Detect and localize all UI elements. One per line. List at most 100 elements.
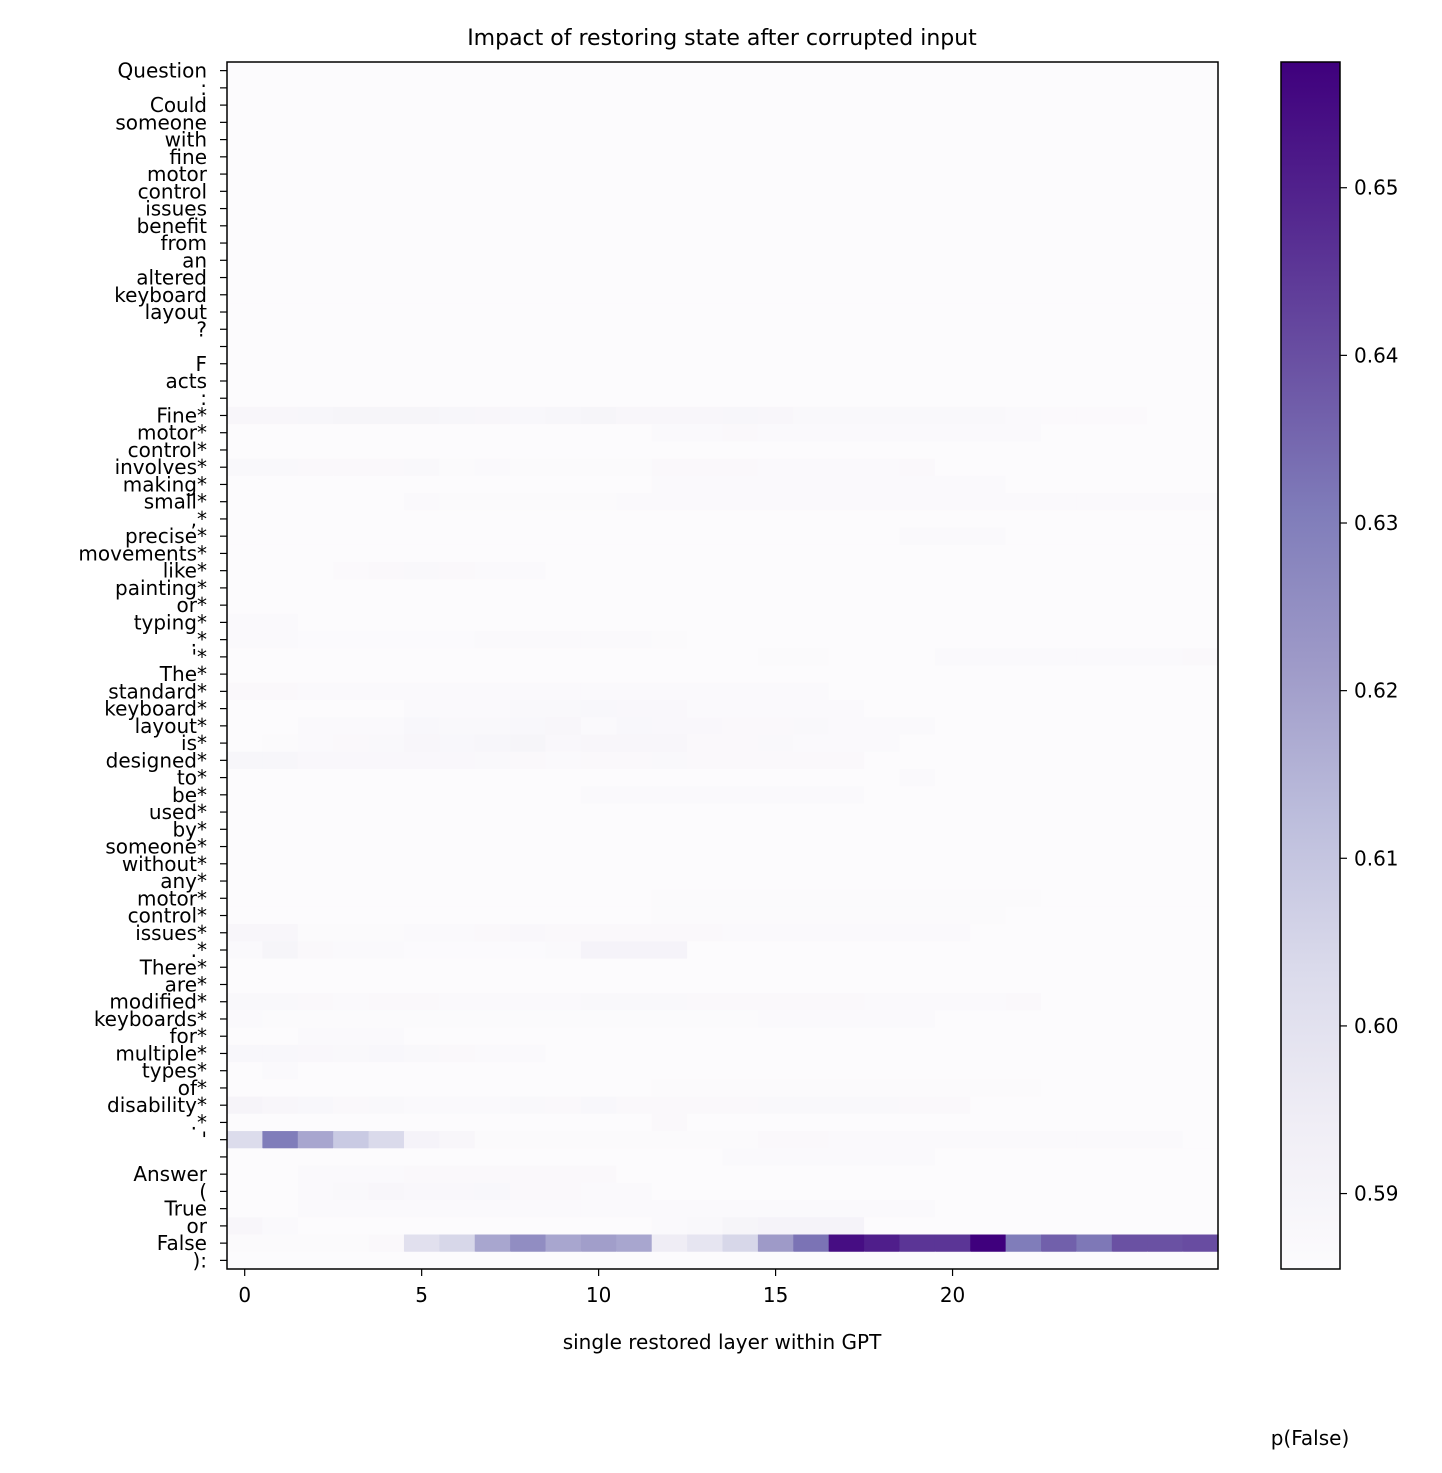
heatmap-cell xyxy=(651,1062,688,1080)
heatmap-cell xyxy=(333,544,370,563)
heatmap-cell xyxy=(864,1044,901,1063)
heatmap-cell xyxy=(864,1234,901,1253)
heatmap-cell xyxy=(580,372,617,391)
heatmap-cell xyxy=(616,148,653,167)
heatmap-cell xyxy=(722,751,759,770)
heatmap-cell xyxy=(793,717,830,736)
heatmap-cell xyxy=(828,631,865,649)
heatmap-cell xyxy=(474,544,511,563)
heatmap-cell xyxy=(403,217,440,236)
heatmap-cell xyxy=(651,165,688,184)
heatmap-cell xyxy=(651,510,688,529)
heatmap-cell xyxy=(580,475,617,494)
heatmap-cell xyxy=(262,596,299,615)
heatmap-cell xyxy=(1076,303,1113,322)
heatmap-cell xyxy=(970,1251,1007,1270)
heatmap-cell xyxy=(439,458,476,477)
heatmap-cell xyxy=(757,79,794,98)
heatmap-cell xyxy=(439,648,476,667)
heatmap-cell xyxy=(864,958,901,977)
heatmap-cell xyxy=(1041,1027,1078,1046)
heatmap-cell xyxy=(828,165,865,184)
heatmap-cell xyxy=(1041,975,1078,994)
heatmap-cell xyxy=(439,1113,476,1132)
heatmap-cell xyxy=(368,906,405,925)
heatmap-cell xyxy=(368,251,405,270)
heatmap-cell xyxy=(757,734,794,753)
heatmap-cell xyxy=(899,406,936,425)
heatmap-cell xyxy=(403,648,440,667)
heatmap-cell xyxy=(1076,631,1113,649)
colorbar-tick-label: 0.61 xyxy=(1354,846,1399,870)
heatmap-cell xyxy=(1041,665,1078,684)
heatmap-cell xyxy=(403,1131,440,1149)
heatmap-cell xyxy=(1111,1062,1148,1080)
y-tick-label: standard* xyxy=(108,679,207,703)
heatmap-cell xyxy=(1041,441,1078,460)
y-tick-label: involves* xyxy=(115,455,207,479)
heatmap-cell xyxy=(1041,1182,1078,1201)
heatmap-cell xyxy=(403,441,440,460)
heatmap-cell xyxy=(722,62,759,80)
heatmap-cell xyxy=(757,906,794,925)
heatmap-cell xyxy=(262,837,299,856)
heatmap-cell xyxy=(1005,320,1042,339)
heatmap-cell xyxy=(474,217,511,236)
heatmap-cell xyxy=(687,855,724,874)
heatmap-cell xyxy=(262,1217,299,1236)
heatmap-cell xyxy=(757,406,794,425)
heatmap-cell xyxy=(368,665,405,684)
heatmap-cell xyxy=(1005,424,1042,442)
heatmap-cell xyxy=(262,251,299,270)
heatmap-cell xyxy=(651,631,688,649)
heatmap-cell xyxy=(1005,79,1042,98)
heatmap-cell xyxy=(1111,958,1148,977)
heatmap-cell xyxy=(899,1010,936,1029)
y-tick-label: to* xyxy=(177,766,207,790)
heatmap-cell xyxy=(970,199,1007,218)
heatmap-cell xyxy=(439,389,476,408)
heatmap-cell xyxy=(722,424,759,442)
heatmap-cell xyxy=(439,751,476,770)
heatmap-cell xyxy=(687,1027,724,1046)
heatmap-cell xyxy=(545,1010,582,1029)
heatmap-cell xyxy=(297,906,334,925)
heatmap-cell xyxy=(333,165,370,184)
heatmap-cell xyxy=(970,803,1007,822)
heatmap-cell xyxy=(580,1131,617,1149)
heatmap-cell xyxy=(828,648,865,667)
heatmap-cell xyxy=(828,924,865,942)
heatmap-cell xyxy=(1111,562,1148,580)
heatmap-cell xyxy=(474,1251,511,1270)
heatmap-cell xyxy=(474,648,511,667)
heatmap-cell xyxy=(899,1148,936,1167)
heatmap-cell xyxy=(793,113,830,132)
heatmap-cell xyxy=(439,1062,476,1080)
heatmap-cell xyxy=(545,199,582,218)
heatmap-cell xyxy=(970,906,1007,925)
heatmap-cell xyxy=(262,820,299,839)
heatmap-cell xyxy=(545,1096,582,1115)
heatmap-cell xyxy=(403,786,440,805)
heatmap-cell xyxy=(262,234,299,253)
heatmap-cell xyxy=(970,79,1007,98)
heatmap-cell xyxy=(828,734,865,753)
heatmap-cell xyxy=(687,475,724,494)
heatmap-cell xyxy=(439,1182,476,1201)
heatmap-cell xyxy=(1076,924,1113,942)
heatmap-cell xyxy=(757,1113,794,1132)
heatmap-cell xyxy=(793,1113,830,1132)
heatmap-cell xyxy=(333,1165,370,1184)
heatmap-cell xyxy=(403,493,440,511)
heatmap-cell xyxy=(828,889,865,908)
heatmap-cell xyxy=(970,234,1007,253)
heatmap-cell xyxy=(1147,251,1184,270)
heatmap-cell xyxy=(864,682,901,701)
heatmap-cell xyxy=(757,475,794,494)
heatmap-cell xyxy=(1005,596,1042,615)
heatmap-cell xyxy=(1182,803,1219,822)
heatmap-cell xyxy=(757,182,794,201)
heatmap-cell xyxy=(262,1062,299,1080)
heatmap-cell xyxy=(757,389,794,408)
heatmap-cell xyxy=(899,734,936,753)
